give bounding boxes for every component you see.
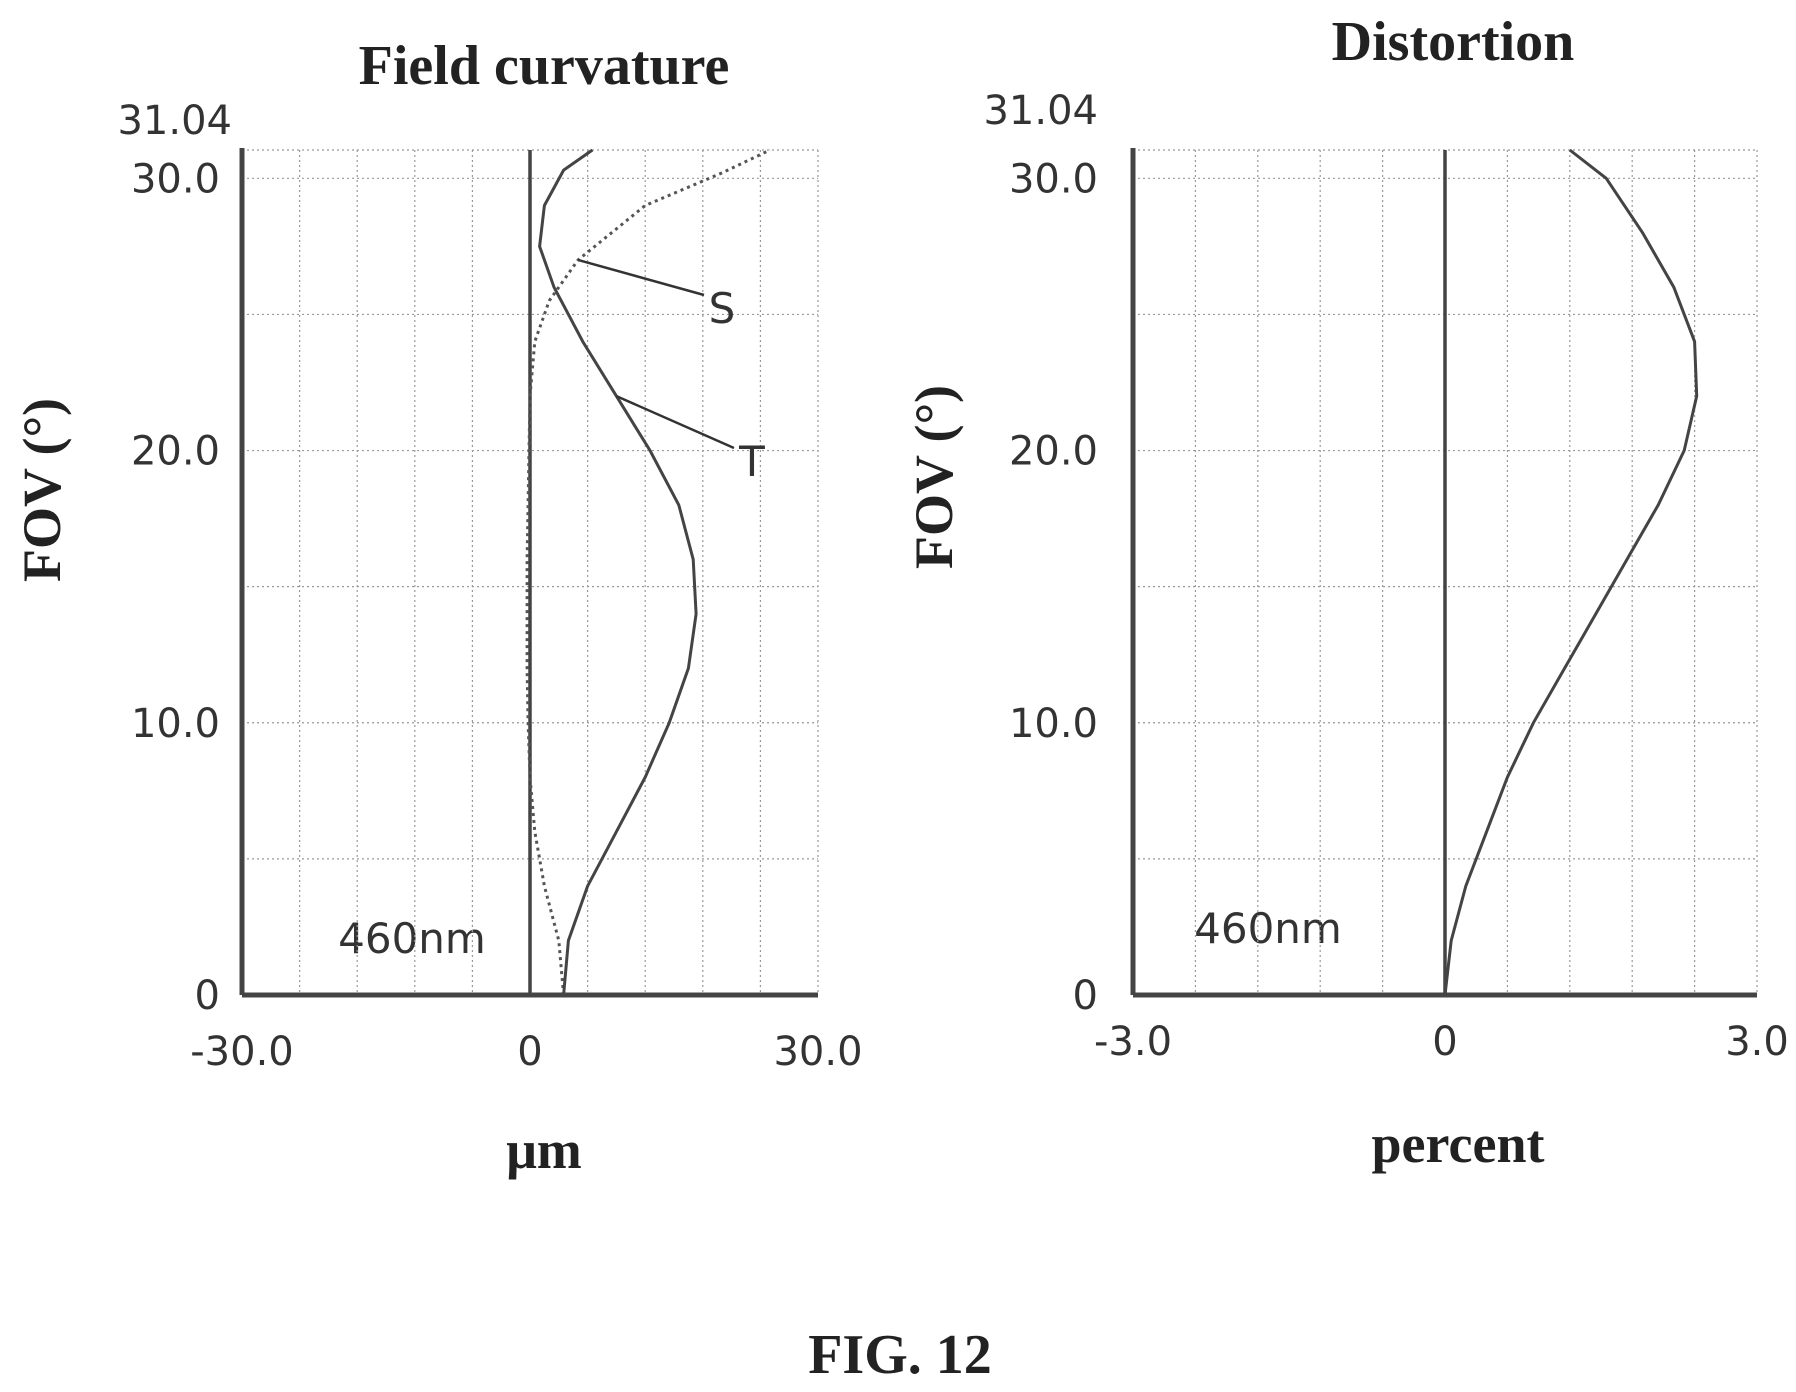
y-axis-label: FOV (°) — [12, 398, 72, 582]
x-tick-label: -3.0 — [1094, 1019, 1172, 1065]
grid — [242, 149, 819, 995]
x-tick-label: 0 — [1432, 1019, 1457, 1065]
x-axis-label: μm — [506, 1120, 582, 1180]
x-tick-label: 3.0 — [1725, 1019, 1789, 1065]
x-tick-label: -30.0 — [190, 1029, 294, 1075]
y-tick-label: 20.0 — [1009, 429, 1098, 475]
y-axis-label: FOV (°) — [904, 385, 964, 569]
plot-frame — [1130, 148, 1757, 998]
y-tick-label: 10.0 — [1009, 701, 1098, 747]
series-s-line — [525, 148, 771, 996]
x-tick-label: 30.0 — [773, 1029, 862, 1075]
x-axis-label: percent — [1372, 1114, 1545, 1174]
series-t-line — [538, 148, 698, 996]
ticks-group: -30.0 0 30.0 0 10.0 20.0 30.0 31.04 — [117, 98, 862, 1075]
series-group — [1443, 148, 1699, 996]
wavelength-label: 460nm — [338, 914, 486, 963]
curve-labels: ST — [577, 258, 765, 486]
label-leader-line — [577, 258, 705, 297]
distortion-line — [1443, 148, 1699, 996]
wavelength-label: 460nm — [1194, 904, 1342, 953]
field-curvature-chart: Field curvature FOV (°) μm 460nm -30.0 0 3… — [12, 35, 863, 1180]
label-leader-line — [615, 394, 735, 450]
figure-caption: FIG. 12 — [808, 1324, 992, 1386]
series-group — [525, 148, 771, 996]
y-tick-label: 0 — [1073, 973, 1098, 1019]
y-max-label: 31.04 — [983, 88, 1098, 134]
curve-label-s: S — [709, 284, 736, 333]
y-tick-label: 10.0 — [131, 701, 220, 747]
y-tick-label: 0 — [195, 973, 220, 1019]
x-tick-label: 0 — [517, 1029, 542, 1075]
y-tick-label: 30.0 — [1009, 156, 1098, 202]
y-max-label: 31.04 — [117, 98, 232, 144]
distortion-chart: Distortion FOV (°) percent 460nm -3.0 0 3.… — [904, 11, 1789, 1174]
curve-label-t: T — [738, 437, 765, 486]
chart-title: Distortion — [1332, 11, 1575, 73]
plot-frame — [239, 148, 818, 998]
y-tick-label: 20.0 — [131, 429, 220, 475]
y-tick-label: 30.0 — [131, 156, 220, 202]
chart-title: Field curvature — [359, 35, 730, 97]
